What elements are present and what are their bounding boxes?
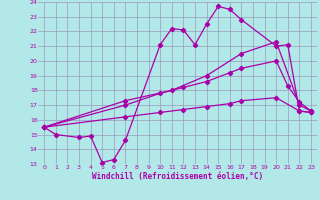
X-axis label: Windchill (Refroidissement éolien,°C): Windchill (Refroidissement éolien,°C) (92, 172, 263, 181)
